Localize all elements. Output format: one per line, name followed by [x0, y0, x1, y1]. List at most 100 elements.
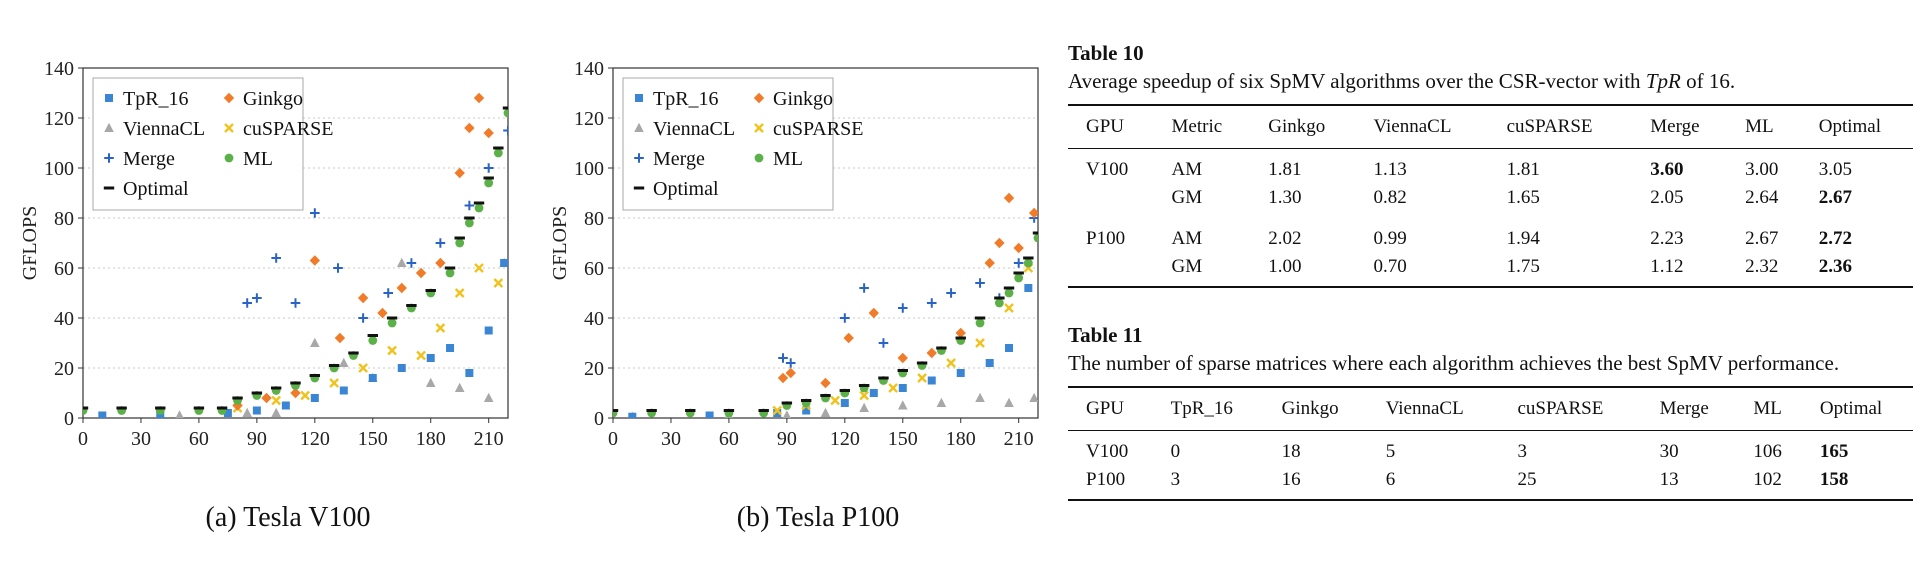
table-11: GPU TpR_16 Ginkgo ViennaCL cuSPARSE Merge ML Op…	[1068, 386, 1913, 501]
column-header: cuSPARSE	[1517, 398, 1604, 419]
scatter-point-optimal	[839, 389, 851, 392]
scatter-point-merge	[383, 288, 394, 298]
table-cell: V100	[1086, 159, 1129, 180]
scatter-point-optimal	[1023, 256, 1034, 260]
scatter-point-ginkgo	[994, 237, 1005, 249]
y-tick-label: 80	[54, 208, 74, 230]
table-row: P100 3 16 6 25 13 102 158	[1068, 466, 1913, 500]
scatter-point-ginkgo	[454, 167, 465, 179]
y-tick-label: 120	[44, 108, 74, 130]
scatter-point-merge	[435, 238, 446, 248]
scatter-point-ml	[994, 298, 1004, 308]
scatter-point-viennacl	[310, 337, 320, 347]
x-tick-label: 120	[830, 428, 860, 450]
scatter-point-tpr-16	[465, 369, 474, 377]
scatter-point-optimal	[723, 409, 735, 412]
scatter-point-optimal	[493, 146, 504, 150]
legend-label: cuSPARSE	[243, 118, 333, 140]
table-cell: 0.82	[1373, 187, 1407, 208]
table-cell: 0	[1170, 441, 1181, 462]
scatter-point-optimal	[386, 316, 398, 320]
table-cell: 3	[1517, 441, 1527, 462]
scatter-point-viennacl	[175, 410, 184, 418]
scatter-point-merge	[946, 288, 956, 298]
scatter-point-ml	[1033, 233, 1038, 243]
scatter-point-tpr-16	[985, 359, 994, 367]
scatter-point-viennacl	[782, 410, 791, 418]
chart-tesla-p100: 0 20 40 60 80 100 120 140 0 30 60 90 120 150 180 210 GFL…	[548, 48, 1058, 488]
x-tick-label: 30	[131, 428, 151, 450]
scatter-point-ginkgo	[926, 347, 937, 359]
scatter-point-ml	[1023, 258, 1033, 268]
scatter-point-merge	[785, 358, 796, 368]
legend-label: Ginkgo	[773, 88, 833, 110]
table-cell: 18	[1281, 441, 1301, 462]
table-10-block: Table 10 Average speedup of six SpMV alg…	[1068, 40, 1913, 288]
scatter-point-tpr-16	[628, 412, 637, 418]
table-cell: 2.23	[1650, 228, 1684, 249]
scatter-point-optimal	[800, 399, 812, 402]
y-tick-label: 100	[574, 158, 604, 180]
table-cell: 2.67	[1818, 187, 1852, 208]
y-tick-label: 0	[64, 408, 74, 430]
scatter-point-optimal	[897, 369, 908, 372]
scatter-point-ml	[975, 318, 985, 328]
scatter-point-optimal	[1013, 271, 1024, 275]
scatter-point-optimal	[916, 361, 928, 365]
scatter-point-viennacl	[859, 402, 869, 412]
table-cell: 1.81	[1268, 159, 1302, 180]
legend-marker-cusparse	[754, 123, 764, 133]
legend-label: ML	[773, 148, 803, 170]
scatter-point-tpr-16	[869, 389, 878, 397]
scatter-point-cusparse	[271, 395, 282, 406]
scatter-point-viennacl	[396, 257, 407, 267]
chart-caption-p100: (b) Tesla P100	[736, 502, 900, 533]
column-header: GPU	[1086, 116, 1125, 137]
legend-label: Merge	[123, 148, 175, 170]
legend: TpR_16 Ginkgo ViennaCL cuSPARSE Merge ML Optim…	[622, 77, 863, 211]
table-cell: 2.32	[1745, 256, 1779, 277]
scatter-point-cusparse	[329, 378, 339, 388]
scatter-point-ginkgo	[396, 282, 407, 294]
scatter-point-tpr-16	[705, 411, 714, 418]
scatter-point-cusparse	[917, 373, 927, 383]
scatter-point-viennacl	[1029, 392, 1038, 402]
y-tick-label: 40	[54, 308, 74, 330]
scatter-point-tpr-16	[898, 384, 907, 392]
scatter-point-ml	[503, 108, 508, 118]
scatter-point-optimal	[502, 106, 508, 110]
legend-label: ML	[243, 148, 273, 170]
table-cell: 30	[1659, 441, 1679, 462]
scatter-point-optimal	[444, 266, 456, 270]
scatter-point-viennacl	[271, 407, 281, 417]
column-header: Optimal	[1818, 116, 1881, 137]
scatter-point-tpr-16	[484, 326, 493, 335]
chart-tesla-v100: 0 20 40 60 80 100 120 140 0 30 60 90 120 150 180 210 GFL…	[18, 48, 528, 488]
scatter-point-merge	[242, 298, 253, 308]
scatter-point-merge	[406, 258, 417, 268]
scatter-point-optimal	[936, 346, 947, 350]
scatter-point-tpr-16	[310, 394, 319, 402]
scatter-point-viennacl	[936, 397, 947, 407]
scatter-point-tpr-16	[446, 344, 455, 352]
scatter-point-optimal	[483, 176, 494, 180]
table-cell: 2.72	[1818, 228, 1852, 249]
scatter-point-ml	[474, 203, 484, 213]
scatter-point-optimal	[858, 384, 870, 387]
scatter-point-cusparse	[435, 323, 446, 333]
legend-label: cuSPARSE	[773, 118, 863, 140]
table-11-block: Table 11 The number of sparse matrices w…	[1068, 322, 1913, 501]
table-cell: 3.00	[1745, 159, 1779, 180]
scatter-point-optimal	[878, 376, 889, 380]
table-cell: 16	[1281, 469, 1301, 490]
scatter-point-cusparse	[888, 383, 898, 393]
legend-marker-merge	[104, 153, 114, 163]
scatter-point-ginkgo	[309, 255, 321, 266]
legend-marker-merge	[634, 153, 644, 163]
table-cell: 2.05	[1650, 187, 1684, 208]
scatter-point-viennacl	[975, 392, 985, 402]
scatter-point-merge	[926, 298, 937, 308]
legend-label: TpR_16	[123, 88, 189, 110]
scatter-point-ginkgo	[435, 257, 446, 269]
legend-box	[92, 77, 304, 211]
